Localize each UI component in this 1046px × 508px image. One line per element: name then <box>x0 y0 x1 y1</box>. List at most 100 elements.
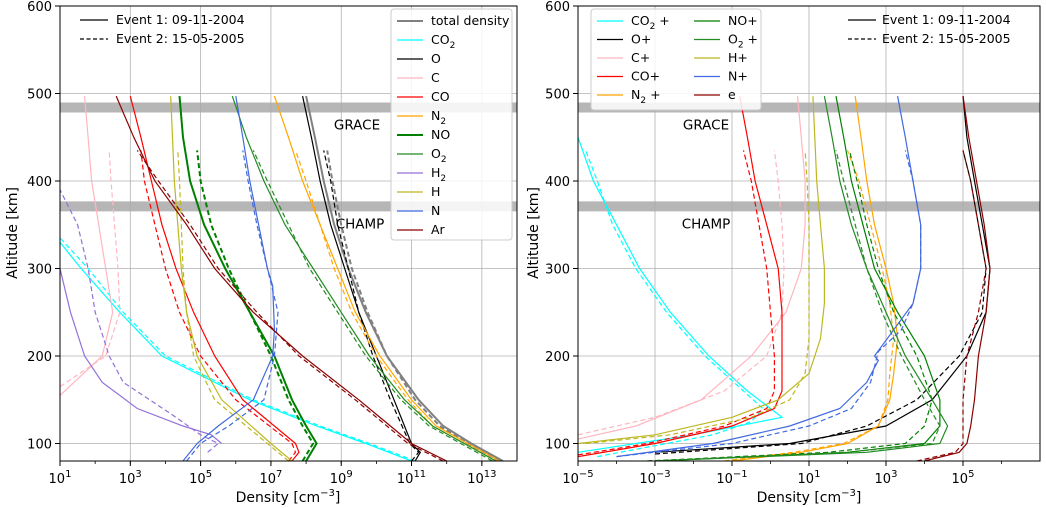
left-event-legend: Event 1: 09-11-2004 Event 2: 15-05-2005 <box>80 12 245 46</box>
right-xtick-label: 103 <box>875 469 898 487</box>
right-event2-label: Event 2: 15-05-2005 <box>882 31 1011 46</box>
right-xtick-label: 101 <box>798 469 821 487</box>
left-legend-label: H <box>431 184 440 199</box>
right-series-e-event2 <box>916 150 987 461</box>
right-event1-label: Event 1: 09-11-2004 <box>882 12 1011 27</box>
right-series-o2-event1 <box>654 95 949 461</box>
right-ytick-label: 300 <box>545 263 570 278</box>
right-series-no-event1 <box>654 95 941 461</box>
right-series-n-event1 <box>616 95 922 458</box>
right-legend-label: N2 + <box>631 87 661 106</box>
right-xtick-label: 10−1 <box>716 469 747 487</box>
right-xtick-label: 105 <box>952 469 975 487</box>
left-legend-label: total density <box>431 13 510 28</box>
right-legend-label: CO2 + <box>631 13 670 32</box>
right-legend-label: H+ <box>728 50 748 65</box>
left-legend-label: O2 <box>431 146 447 165</box>
left-series-no-event2 <box>196 150 315 461</box>
right-y-axis-label: Altitude [km] <box>526 187 542 279</box>
left-legend-label: CO <box>431 89 450 104</box>
left-series-ar-event1 <box>115 95 447 461</box>
left-altitude-bands <box>60 102 517 212</box>
right-legend-label: O2 + <box>728 32 758 51</box>
right-ytick-label: 200 <box>545 350 570 365</box>
right-series-co-event2 <box>578 150 775 456</box>
right-legend-label: C+ <box>631 50 650 65</box>
left-series-n-event1 <box>182 95 276 461</box>
left-band-label-champ: CHAMP <box>336 216 385 232</box>
left-y-axis-label: Altitude [km] <box>5 187 21 279</box>
right-series-n-event2 <box>616 150 922 458</box>
left-ytick-label: 300 <box>27 263 52 278</box>
right-ticks: 100 200 300 400 500 600 10−5 10−3 10−1 101 103 105 <box>545 0 1002 487</box>
left-series-co2-event1 <box>60 241 412 461</box>
right-band-labels: GRACE CHAMP <box>682 118 731 233</box>
right-band-label-grace: GRACE <box>683 118 729 134</box>
right-series-o-event2 <box>654 150 987 455</box>
left-ytick-label: 200 <box>27 350 52 365</box>
left-series-co2-event2 <box>60 237 416 461</box>
right-legend-label: e <box>728 87 736 102</box>
right-species-legend: CO2 +O+ C+ CO+ N2 + NO+ O2 +H+ N+ e <box>590 8 762 111</box>
left-legend-label: O <box>431 51 441 66</box>
left-series-no-event1 <box>178 96 318 461</box>
right-series-co2-event1 <box>578 137 784 453</box>
left-xtick-label: 103 <box>119 469 142 487</box>
right-band-grace <box>578 102 1040 113</box>
left-ticks: 100 200 300 400 500 600 101 103 105 107 109 1011 101… <box>27 0 496 487</box>
left-series-h2-event2 <box>60 189 220 453</box>
right-band-label-champ: CHAMP <box>682 216 731 232</box>
left-series-n2-event2 <box>294 150 497 461</box>
left-series-co-event1 <box>129 95 300 461</box>
left-series-totaldensity-event2 <box>326 150 500 461</box>
left-xtick-label: 109 <box>330 469 353 487</box>
left-event1-label: Event 1: 09-11-2004 <box>116 12 245 27</box>
left-series-co-event2 <box>140 150 297 461</box>
right-band-champ <box>578 201 1040 212</box>
left-legend-label: NO <box>431 127 450 142</box>
left-legend-label: N <box>431 203 440 218</box>
right-series-co-event1 <box>578 95 783 458</box>
left-event2-label: Event 2: 15-05-2005 <box>116 31 245 46</box>
left-series-n2-event1 <box>273 95 500 461</box>
left-series-c-event2 <box>60 150 121 388</box>
left-series-totaldensity-event1 <box>305 95 504 461</box>
left-legend-label: C <box>431 70 440 85</box>
left-xtick-label: 1011 <box>397 469 426 487</box>
right-xtick-label: 10−3 <box>639 469 670 487</box>
right-event-legend: Event 1: 09-11-2004 Event 2: 15-05-2005 <box>848 12 1011 46</box>
left-xtick-label: 101 <box>49 469 72 487</box>
right-xtick-label: 10−5 <box>562 469 593 487</box>
right-series-e-event1 <box>924 96 991 461</box>
right-series-c-event1 <box>578 96 806 440</box>
right-series-c-event2 <box>578 150 785 436</box>
left-band-grace <box>60 102 517 113</box>
left-xtick-label: 105 <box>189 469 212 487</box>
right-x-axis-label: Density [cm−3] <box>757 488 862 506</box>
left-band-labels: GRACE CHAMP <box>334 118 384 233</box>
left-series-h-event2 <box>177 150 289 461</box>
left-series-c-event1 <box>60 96 114 396</box>
left-ytick-label: 500 <box>27 88 52 103</box>
left-series-h-event1 <box>170 96 293 461</box>
right-series-co2-event2 <box>585 150 764 458</box>
left-series-n-event2 <box>186 150 279 461</box>
right-series <box>578 95 991 461</box>
right-ytick-label: 100 <box>545 438 570 453</box>
left-legend-label: Ar <box>431 222 446 237</box>
right-ytick-label: 400 <box>545 175 570 190</box>
left-series-o-event2 <box>323 150 420 461</box>
right-legend-label: N+ <box>728 69 748 84</box>
left-xtick-label: 107 <box>259 469 282 487</box>
right-series-n2-event2 <box>724 150 895 461</box>
left-series-ar-event2 <box>136 150 444 461</box>
right-series-no-event2 <box>647 150 933 461</box>
right-series-h-event1 <box>578 96 825 445</box>
left-legend-label: N2 <box>431 108 446 127</box>
right-legend-label: NO+ <box>728 13 758 28</box>
left-band-label-grace: GRACE <box>334 118 380 134</box>
right-legend-box <box>590 8 762 111</box>
left-ytick-label: 100 <box>27 438 52 453</box>
